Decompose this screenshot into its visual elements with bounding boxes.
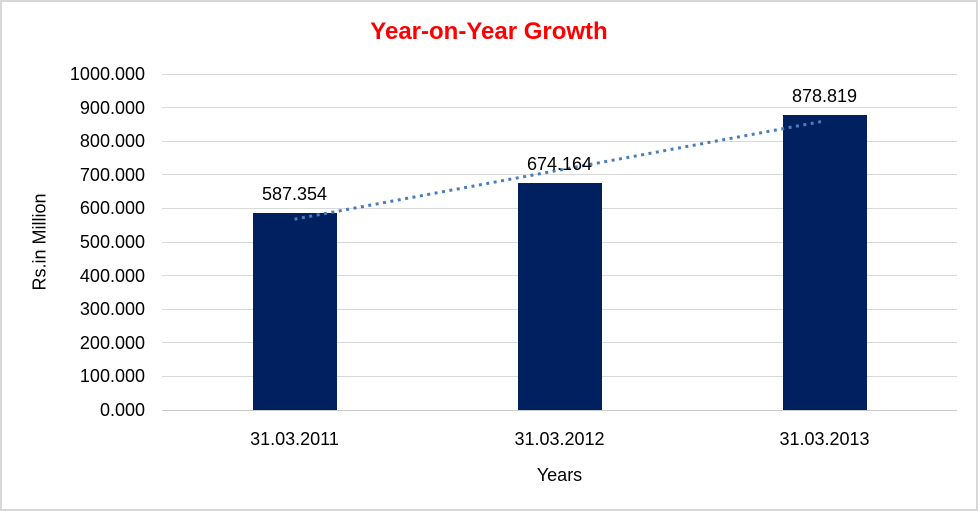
x-axis-line bbox=[162, 409, 957, 411]
y-tick-label: 600.000 bbox=[79, 198, 145, 219]
bar bbox=[782, 114, 867, 410]
gridline bbox=[162, 73, 957, 75]
y-tick-label: 800.000 bbox=[79, 131, 145, 152]
bar-data-label: 674.164 bbox=[526, 154, 593, 175]
y-tick-label: 200.000 bbox=[79, 332, 145, 353]
x-tick-label: 31.03.2012 bbox=[514, 429, 605, 449]
y-tick-label: 500.000 bbox=[79, 232, 145, 252]
x-axis-title: Years bbox=[536, 465, 583, 485]
trendline bbox=[294, 119, 825, 221]
y-tick-label: 900.000 bbox=[79, 97, 145, 118]
y-tick-label: 1000.000 bbox=[69, 64, 145, 84]
y-tick-label: 700.000 bbox=[79, 164, 145, 185]
bar bbox=[517, 183, 602, 410]
y-tick-label: 300.000 bbox=[79, 299, 145, 320]
y-tick-label: 400.000 bbox=[79, 265, 145, 286]
x-tick-label: 31.03.2013 bbox=[779, 429, 870, 449]
y-tick-label: 0.000 bbox=[99, 400, 145, 420]
gridline bbox=[162, 174, 957, 176]
gridline bbox=[162, 140, 957, 142]
chart-title: Year-on-Year Growth bbox=[370, 18, 608, 45]
bar-data-label: 878.819 bbox=[791, 85, 858, 106]
y-tick-label: 100.000 bbox=[79, 366, 145, 387]
plot-area: 587.354 674.164 878.819 bbox=[162, 73, 957, 411]
gridline bbox=[162, 107, 957, 109]
bar-data-label: 587.354 bbox=[261, 183, 328, 204]
x-tick-label: 31.03.2011 bbox=[250, 429, 339, 449]
bar bbox=[252, 212, 337, 410]
